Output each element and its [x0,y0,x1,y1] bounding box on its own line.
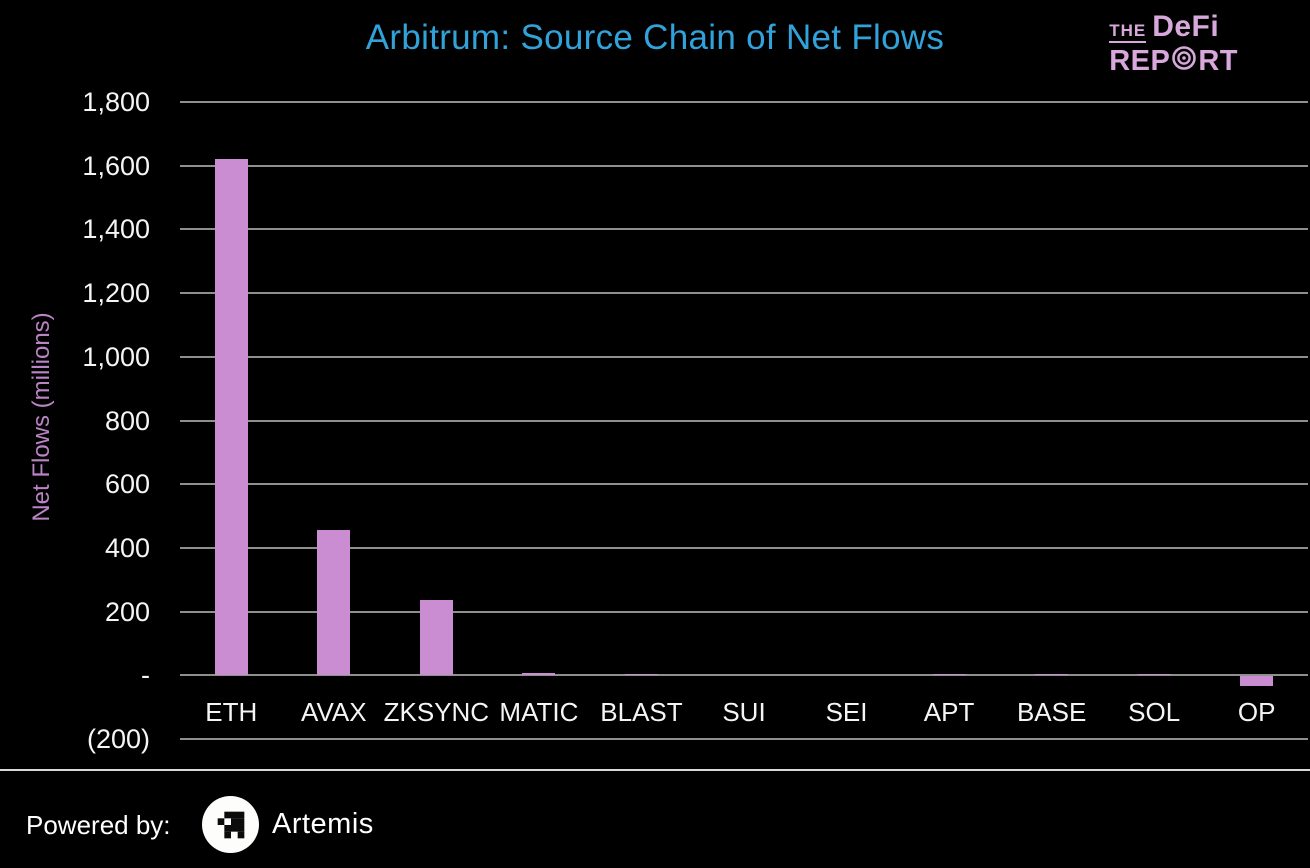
gridline-600 [180,483,1308,486]
y-tick-label: 1,400 [82,214,150,245]
x-label-eth: ETH [205,697,258,727]
x-label-blast: BLAST [600,697,683,727]
bar-apt [932,673,966,676]
x-label-avax: AVAX [301,697,367,727]
bar-blast [624,673,658,676]
x-label-op: OP [1237,697,1276,727]
gridline-200 [180,610,1308,613]
chart-title: Arbitrum: Source Chain of Net Flows [365,18,945,57]
y-tick-label: (200) [86,724,150,754]
y-tick-label: 800 [104,405,150,436]
bar-eth [214,159,248,676]
bar-zksync [419,600,453,676]
bar-op [1240,676,1274,686]
y-tick-label: 1,200 [82,278,150,309]
brand-line-2: REP RT [1109,45,1238,77]
gridline-800 [180,419,1308,422]
gridline-400 [180,546,1308,549]
y-tick-label: 600 [104,469,150,500]
y-tick-label: - [141,660,150,691]
brand-the-label: THE [1109,22,1147,43]
artemis-label: Artemis [272,808,374,840]
brand-report-pre-label: REP [1109,44,1171,77]
brand-report-post-label: RT [1198,44,1238,77]
bar-matic [522,672,556,676]
y-tick-label: 1,800 [82,87,150,117]
brand-line-1: THE DeFi [1109,12,1238,43]
y-tick-label: 200 [104,596,150,627]
y-tick-label: 1,000 [82,341,150,372]
gridline-1400 [180,228,1308,231]
x-label-matic: MATIC [499,697,579,727]
footer-divider [0,769,1310,771]
y-tick-label: 1,600 [82,150,150,181]
defi-report-logo: THE DeFi REP RT [1109,12,1238,77]
y-tick-label: 400 [104,532,150,563]
bar-sol [1137,673,1171,676]
gridline-0 [180,674,1308,677]
x-label-sei: SEI [825,697,868,727]
x-label-base: BASE [1016,697,1087,727]
gridline-1800 [180,101,1308,103]
x-label-apt: APT [923,697,975,727]
gridline--200 [180,738,1308,740]
powered-by-label: Powered by: [26,810,171,840]
x-label-zksync: ZKSYNC [383,697,490,727]
artemis-logo-icon [202,796,259,853]
gridline-1600 [180,164,1308,167]
bar-avax [317,530,351,676]
bar-base [1035,673,1069,676]
x-label-sui: SUI [722,697,766,727]
bullseye-icon [1171,45,1197,77]
gridline-1000 [180,355,1308,358]
gridline-1200 [180,292,1308,295]
brand-defi-label: DeFi [1152,10,1220,43]
x-label-sol: SOL [1128,697,1181,727]
